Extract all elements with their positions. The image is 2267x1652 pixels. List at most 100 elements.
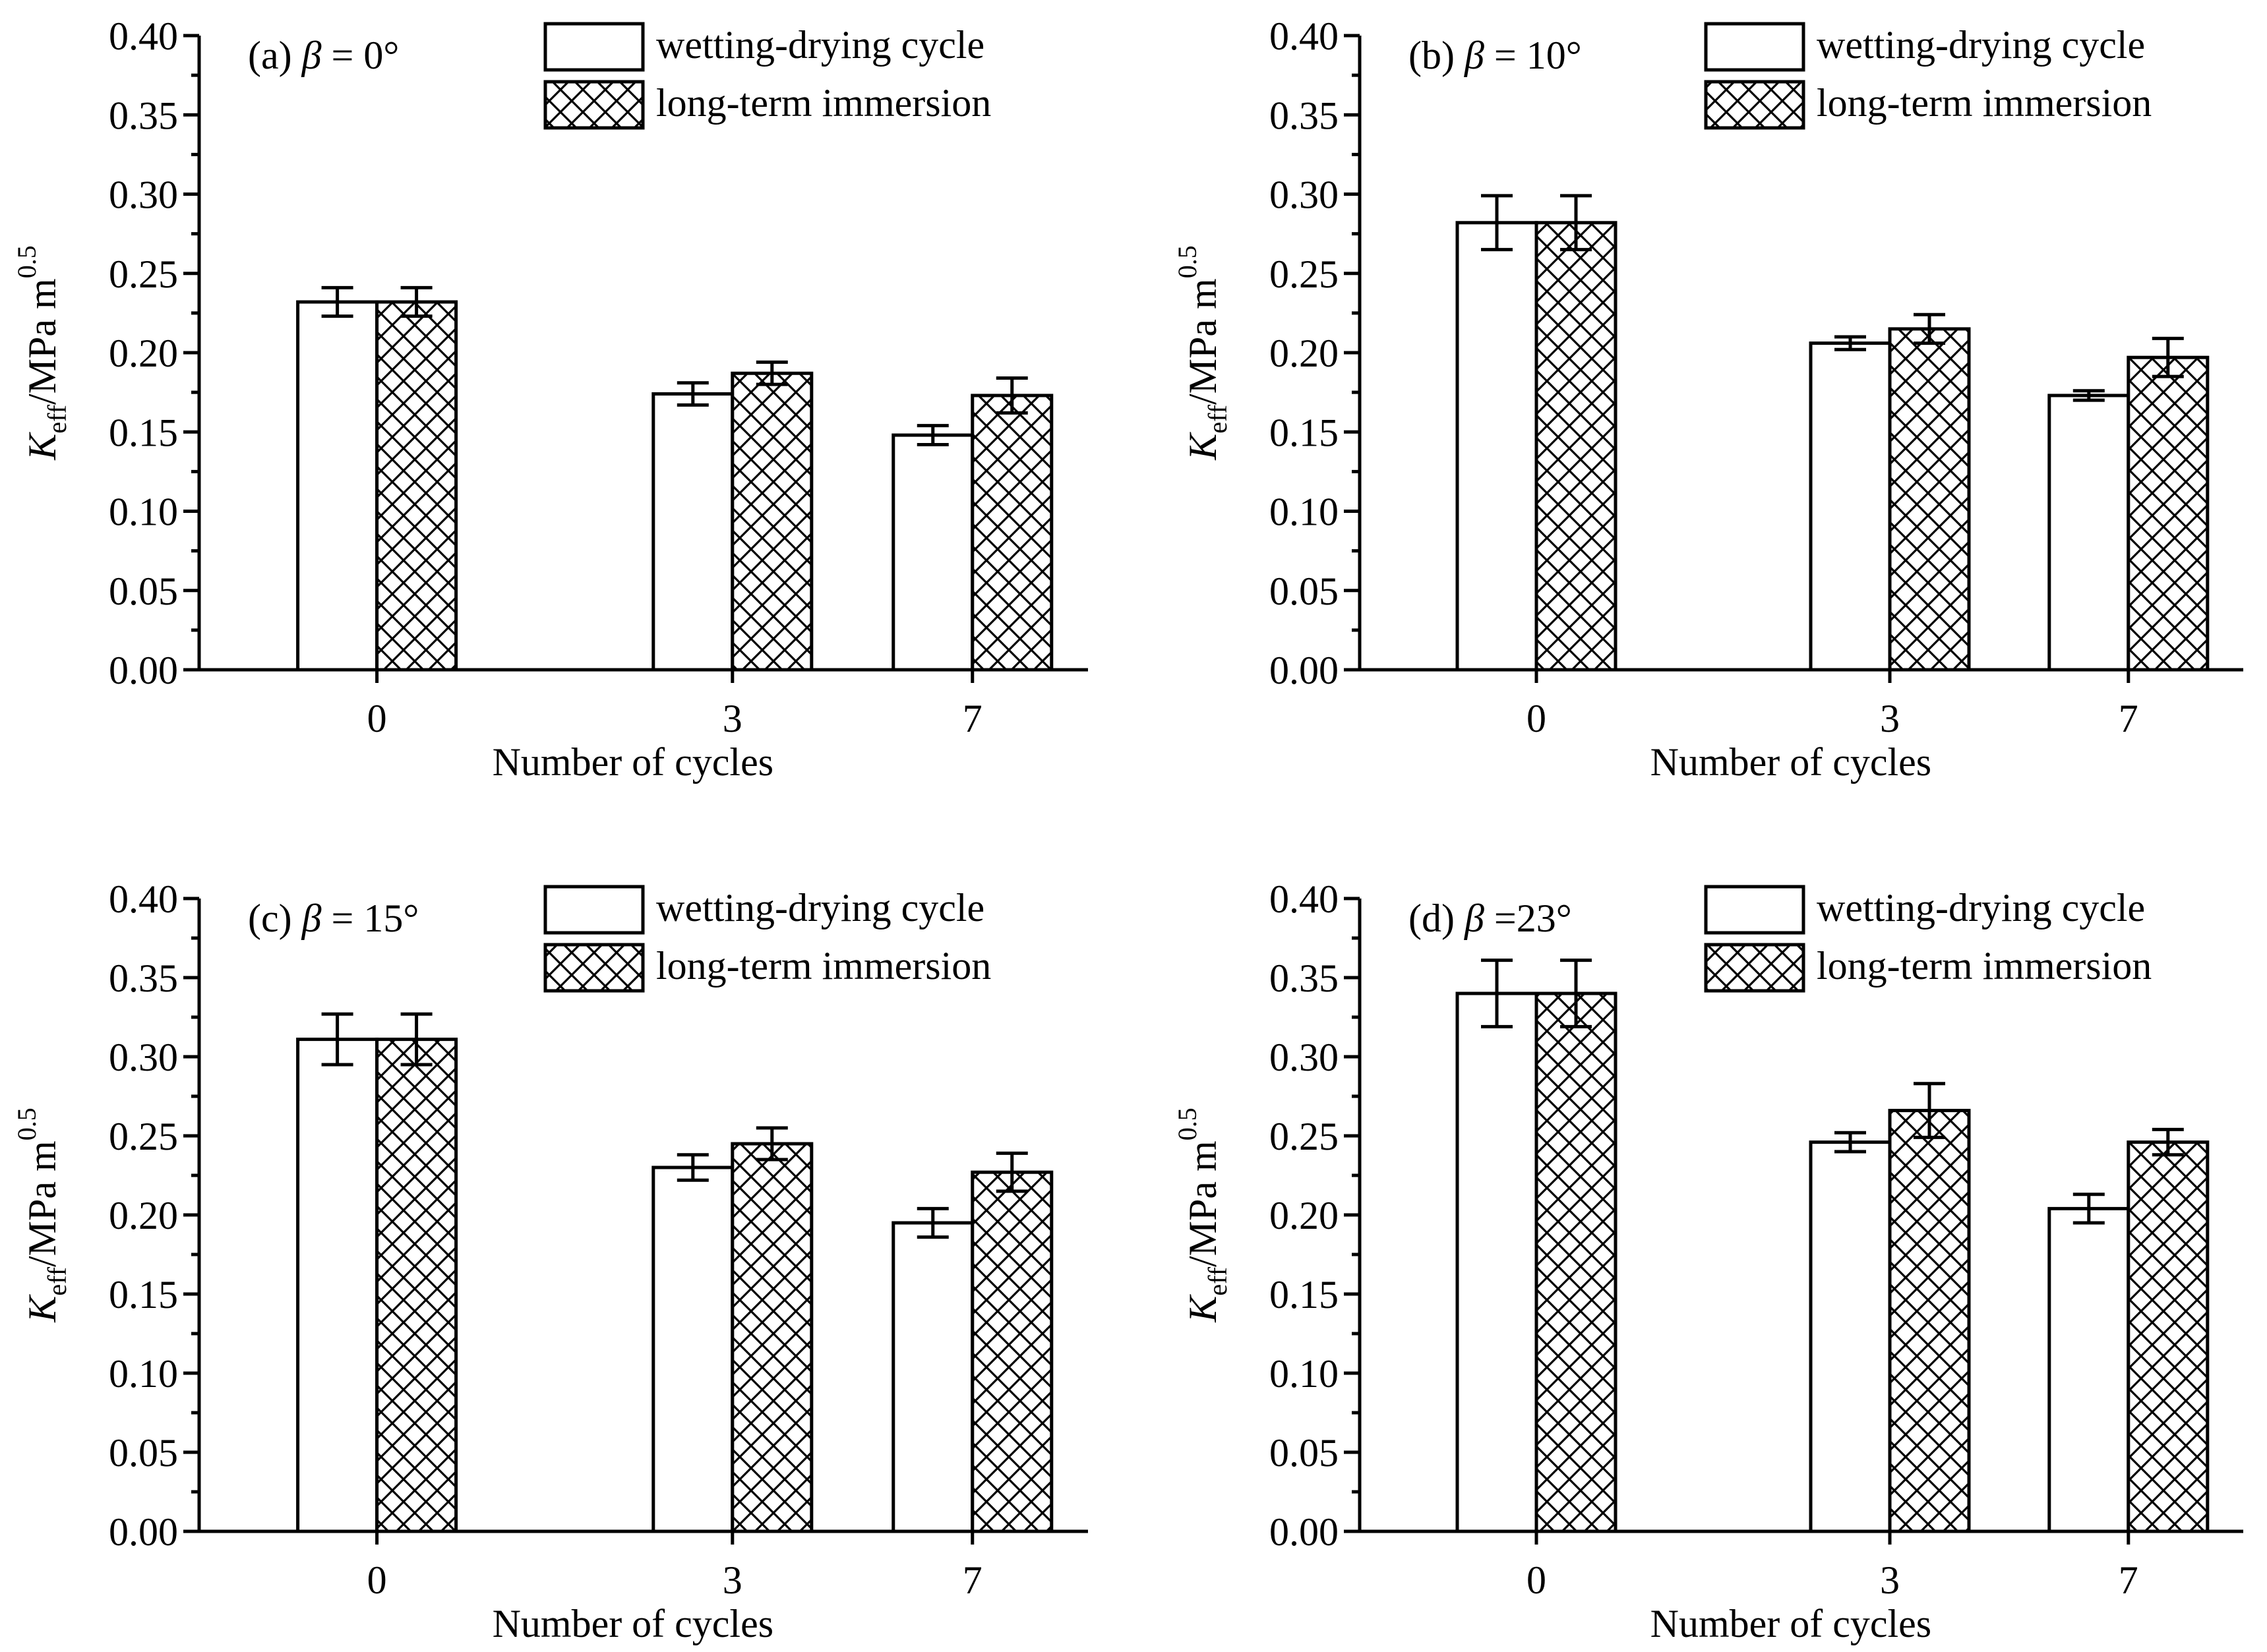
legend-swatch-long-term-immersion [543,943,645,993]
y-tick-label: 0.35 [109,94,178,137]
x-axis-label: Number of cycles [493,1602,774,1645]
y-axis-label: Keff/MPa m0.5 [1172,245,1232,460]
y-tick-label: 0.15 [109,1273,178,1316]
y-axis-label: Keff/MPa m0.5 [12,1107,72,1322]
y-tick-label: 0.35 [1269,957,1339,1000]
panel-label: (a) β = 0° [248,34,399,77]
bar-long-term-immersion [375,1038,458,1533]
legend-swatch-wetting-drying [543,22,645,72]
y-tick-label: 0.30 [109,173,178,217]
legend-swatch-wetting-drying [1704,22,1805,72]
y-tick-label: 0.20 [1269,332,1339,375]
x-axis-label: Number of cycles [1650,740,1932,784]
bar-long-term-immersion [731,1142,814,1533]
x-axis-label: Number of cycles [1650,1602,1932,1645]
y-tick-label: 0.35 [1269,94,1339,137]
y-tick-label: 0.30 [1269,173,1339,217]
y-tick-label: 0.20 [1269,1194,1339,1237]
y-tick-label: 0.30 [109,1036,178,1079]
bar-wetting-drying [2047,1206,2131,1533]
x-tick-label: 3 [723,697,742,740]
y-tick-label: 0.10 [109,490,178,534]
y-tick-label: 0.25 [109,1115,178,1158]
bar-long-term-immersion [375,300,458,672]
legend-swatch-wetting-drying [543,885,645,935]
y-tick-label: 0.05 [109,1431,178,1475]
bar-long-term-immersion [971,1170,1054,1533]
x-tick-label: 3 [1880,1558,1900,1602]
x-tick-label: 0 [367,1558,387,1602]
legend-label: wetting-drying cycle [1817,886,2145,929]
panel-label: (d) β =23° [1408,897,1572,940]
y-tick-label: 0.00 [109,649,178,692]
bar-long-term-immersion [1534,991,1617,1533]
bar-long-term-immersion [731,371,814,672]
bar-long-term-immersion [1534,221,1617,672]
y-tick-label: 0.20 [109,1194,178,1237]
bar-wetting-drying [296,300,379,672]
y-tick-label: 0.40 [109,877,178,921]
x-tick-label: 7 [2119,697,2138,740]
legend-label: long-term immersion [656,81,991,125]
bar-wetting-drying [1809,341,1892,672]
legend-label: long-term immersion [656,944,991,988]
y-tick-label: 0.00 [1269,1510,1339,1554]
y-tick-label: 0.40 [1269,877,1339,921]
y-tick-label: 0.15 [1269,411,1339,454]
y-tick-label: 0.40 [1269,15,1339,58]
bar-long-term-immersion [2127,355,2210,672]
y-tick-label: 0.10 [1269,490,1339,534]
y-tick-label: 0.40 [109,15,178,58]
x-tick-label: 0 [1526,697,1546,740]
y-tick-label: 0.35 [109,957,178,1000]
x-tick-label: 3 [723,1558,742,1602]
chart-panel: 0.00 0.05 0.10 0.15 0.20 0.25 0.30 0.35 0.40 0 3 7 N… [12,15,1088,784]
chart-panel: 0.00 0.05 0.10 0.15 0.20 0.25 0.30 0.35 0.40 0 3 7 N… [1172,877,2243,1645]
x-tick-label: 7 [2119,1558,2138,1602]
bar-wetting-drying [296,1038,379,1533]
chart-panel: 0.00 0.05 0.10 0.15 0.20 0.25 0.30 0.35 0.40 0 3 7 N… [1172,15,2243,784]
legend-label: wetting-drying cycle [1817,23,2145,67]
y-axis-label: Keff/MPa m0.5 [1172,1107,1232,1322]
x-tick-label: 0 [1526,1558,1546,1602]
bar-long-term-immersion [1888,1109,1971,1533]
y-tick-label: 0.25 [1269,252,1339,296]
bar-wetting-drying [1809,1140,1892,1533]
bar-wetting-drying [2047,394,2131,672]
y-tick-label: 0.25 [109,252,178,296]
y-tick-label: 0.05 [1269,570,1339,613]
legend-label: wetting-drying cycle [656,23,984,67]
bar-wetting-drying [651,392,735,672]
legend-swatch-wetting-drying [1704,885,1805,935]
panel-label: (b) β = 10° [1408,34,1582,77]
y-tick-label: 0.05 [1269,1431,1339,1475]
x-tick-label: 3 [1880,697,1900,740]
legend-label: wetting-drying cycle [656,886,984,929]
bar-long-term-immersion [971,394,1054,672]
y-tick-label: 0.10 [1269,1352,1339,1396]
y-tick-label: 0.25 [1269,1115,1339,1158]
y-axis-label: Keff/MPa m0.5 [12,245,72,460]
x-tick-label: 7 [963,1558,982,1602]
x-axis-label: Number of cycles [493,740,774,784]
y-tick-label: 0.30 [1269,1036,1339,1079]
chart-panel: 0.00 0.05 0.10 0.15 0.20 0.25 0.30 0.35 0.40 0 3 7 N… [12,877,1088,1645]
y-tick-label: 0.00 [1269,649,1339,692]
legend-swatch-long-term-immersion [1704,943,1805,993]
legend-label: long-term immersion [1817,944,2152,988]
legend-swatch-long-term-immersion [543,80,645,130]
bar-wetting-drying [892,433,975,672]
bar-long-term-immersion [1888,327,1971,672]
y-tick-label: 0.00 [109,1510,178,1554]
y-tick-label: 0.15 [109,411,178,454]
bar-wetting-drying [892,1221,975,1533]
bar-wetting-drying [1455,221,1538,672]
panel-label: (c) β = 15° [248,897,419,940]
bar-wetting-drying [651,1165,735,1533]
x-tick-label: 0 [367,697,387,740]
bar-wetting-drying [1455,991,1538,1533]
legend-label: long-term immersion [1817,81,2152,125]
bar-long-term-immersion [2127,1140,2210,1533]
x-tick-label: 7 [963,697,982,740]
